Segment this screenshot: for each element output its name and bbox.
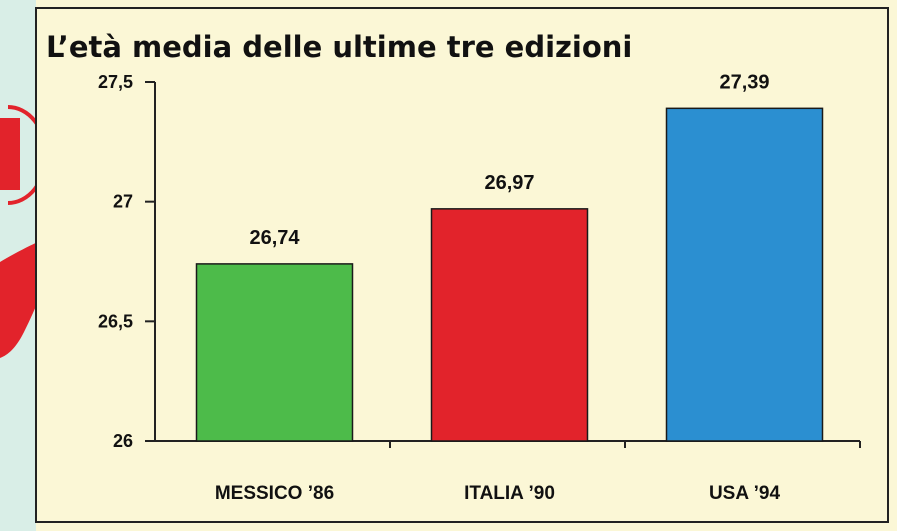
y-tick-label: 27 — [113, 192, 133, 212]
chart-title: L’età media delle ultime tre edizioni — [46, 30, 632, 64]
bar — [195, 263, 354, 442]
value-labels: 26,74 26,97 27,39 — [249, 71, 769, 249]
bar — [665, 107, 824, 442]
category-label: MESSICO ’86 — [215, 483, 334, 504]
y-tick-label: 26,5 — [98, 311, 133, 331]
category-label: USA ’94 — [709, 483, 781, 504]
y-tick-label: 26 — [113, 431, 133, 451]
y-tick-label: 27,5 — [98, 72, 133, 92]
category-labels: MESSICO ’86 ITALIA ’90 USA ’94 — [215, 483, 781, 504]
bar — [430, 208, 589, 442]
bars — [195, 107, 824, 442]
y-ticks: 26 26,5 27 27,5 — [98, 72, 155, 451]
bar-value-label: 26,74 — [249, 227, 300, 249]
bar-value-label: 27,39 — [719, 71, 769, 93]
x-ticks — [389, 441, 861, 448]
category-label: ITALIA ’90 — [464, 483, 555, 504]
red-half-disc-decoration — [0, 118, 20, 190]
bar-value-label: 26,97 — [484, 172, 534, 194]
